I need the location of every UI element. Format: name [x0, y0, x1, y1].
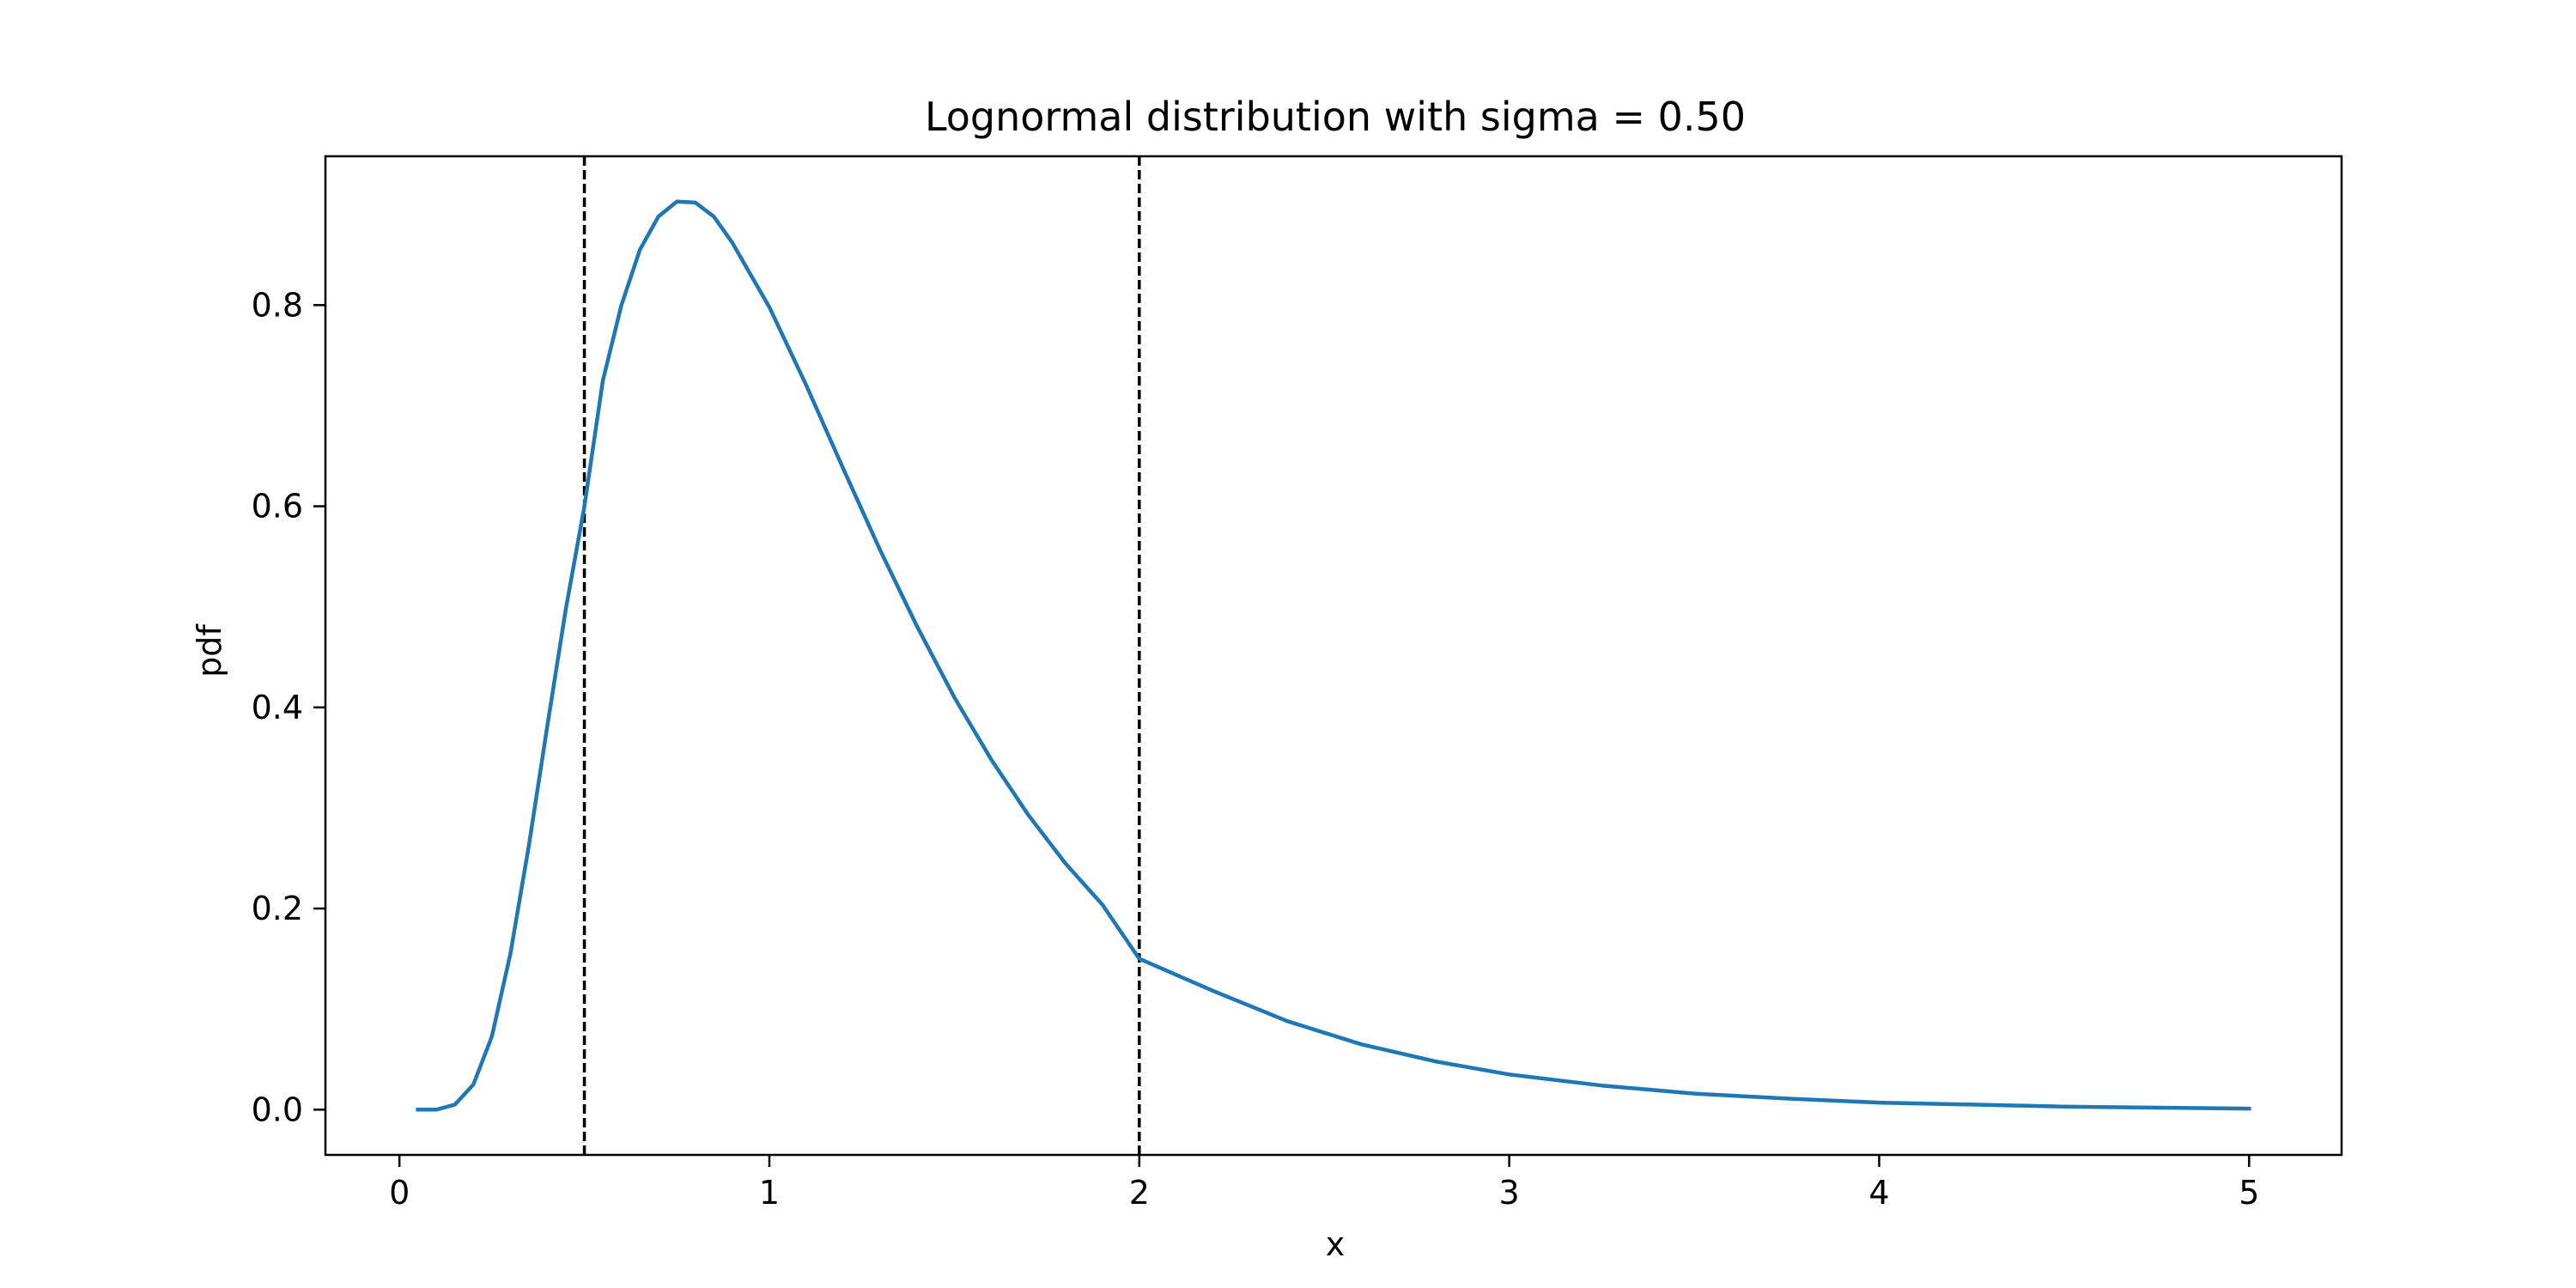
y-axis-label: pdf — [191, 623, 228, 677]
series-line-0 — [416, 199, 2251, 1112]
y-tick-label-0.8: 0.8 — [252, 286, 303, 324]
y-tick-label-0.0: 0.0 — [252, 1091, 303, 1128]
x-tick-label-4: 4 — [1868, 1174, 1889, 1212]
x-tick-label-2: 2 — [1129, 1174, 1150, 1212]
x-tick-label-0: 0 — [389, 1174, 410, 1212]
x-tick-label-5: 5 — [2239, 1174, 2259, 1212]
x-axis-label: x — [1326, 1225, 1346, 1263]
plot-frame — [324, 155, 2343, 1157]
y-tick-label-0.4: 0.4 — [252, 689, 303, 726]
chart-title: Lognormal distribution with sigma = 0.50 — [925, 94, 1746, 140]
x-tick-label-1: 1 — [759, 1174, 780, 1212]
y-tick-label-0.6: 0.6 — [252, 488, 303, 526]
x-tick-label-3: 3 — [1499, 1174, 1520, 1212]
plot-area: 0 1 2 3 4 5 0.0 0.2 0.4 0.6 0.8 — [252, 155, 2343, 1212]
y-tick-label-0.2: 0.2 — [252, 890, 303, 927]
